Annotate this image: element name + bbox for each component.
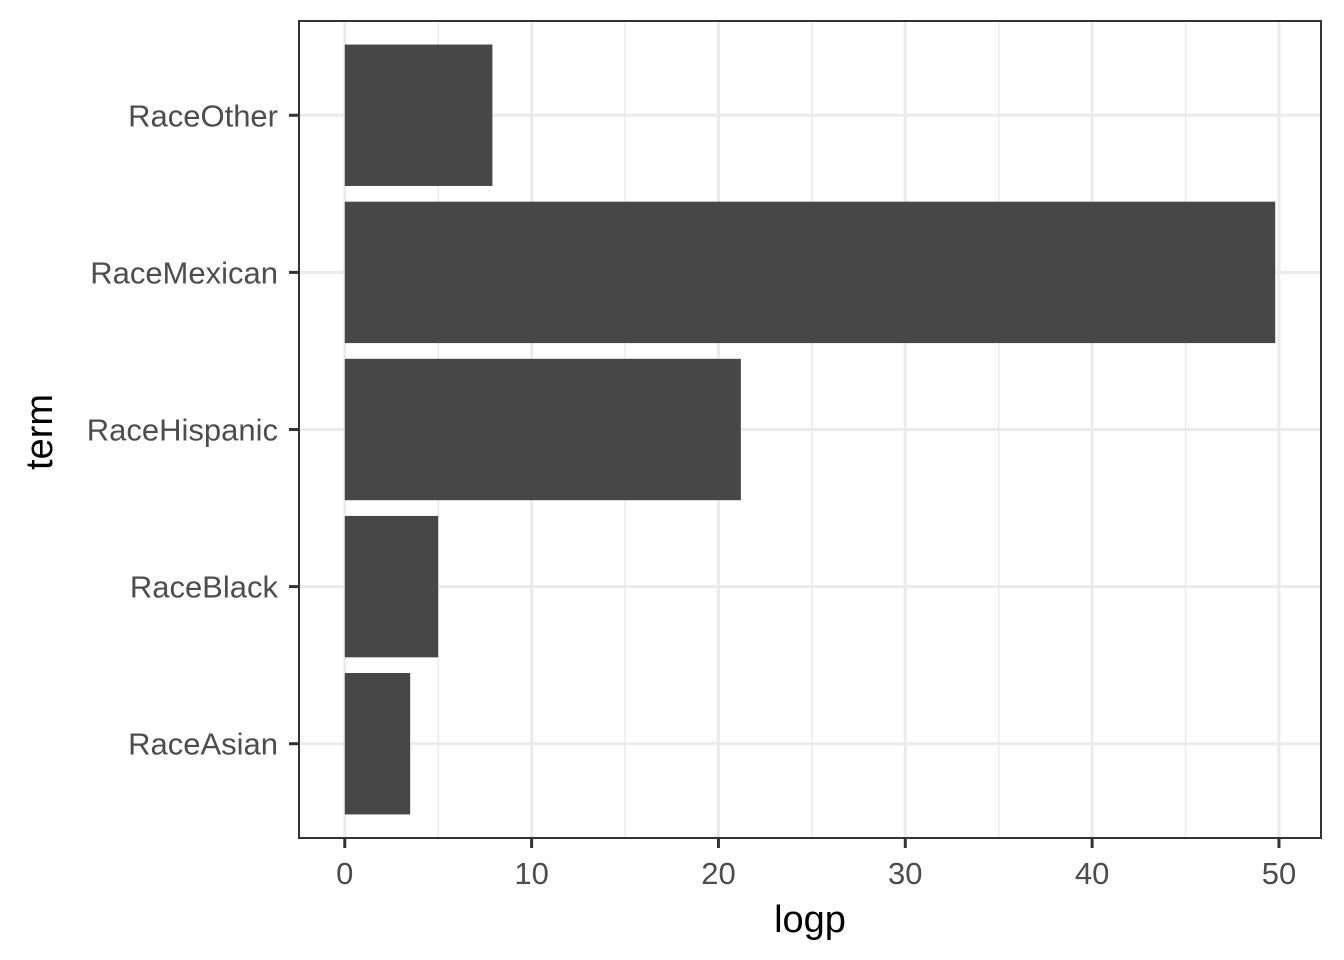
- x-tick-label: 0: [336, 856, 353, 891]
- bar-raceother: [344, 44, 493, 186]
- x-tick-label: 40: [1075, 856, 1109, 891]
- bar-raceblack: [344, 515, 439, 658]
- y-tick-label: RaceAsian: [128, 727, 278, 762]
- bar-raceasian: [344, 673, 411, 815]
- y-axis-title: term: [19, 394, 61, 470]
- x-tick-label: 10: [514, 856, 548, 891]
- x-axis-ticks: 0 10 20 30 40 50: [336, 838, 1296, 891]
- y-tick-label: RaceMexican: [90, 255, 278, 290]
- x-tick-label: 30: [888, 856, 922, 891]
- y-tick-label: RaceOther: [128, 98, 278, 133]
- bars: [344, 44, 1276, 815]
- x-axis-title: logp: [774, 899, 846, 941]
- x-tick-label: 20: [701, 856, 735, 891]
- y-axis-ticks: RaceAsian RaceBlack RaceHispanic RaceMexica…: [87, 98, 299, 762]
- x-tick-label: 50: [1262, 856, 1296, 891]
- bar-racehispanic: [344, 358, 741, 501]
- y-tick-label: RaceBlack: [130, 570, 279, 605]
- y-tick-label: RaceHispanic: [87, 413, 278, 448]
- bar-racemexican: [344, 201, 1276, 344]
